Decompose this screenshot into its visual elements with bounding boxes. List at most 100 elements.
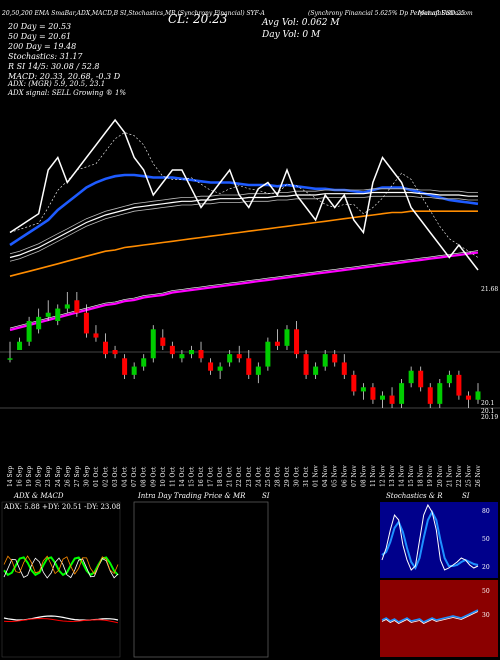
date-tick-label: 23 Sep <box>45 466 52 487</box>
candle-body <box>399 383 405 404</box>
candle-body <box>7 358 13 360</box>
mrsi-lines <box>381 609 479 624</box>
macd-lines <box>3 615 119 624</box>
intra-panel-title: Intra Day Trading Price & MR <box>138 492 246 500</box>
candle-body <box>255 366 261 375</box>
close-line <box>9 118 479 271</box>
date-tick-label: 30 Oct <box>294 466 301 487</box>
macd-legend: MACD: 20.33, 20.68, -0.3 D <box>8 72 121 81</box>
mrsi-label-50: 50 <box>482 588 490 595</box>
candle-body <box>303 354 309 375</box>
stoch-k-line <box>381 503 479 571</box>
date-tick-label: 16 Sep <box>17 466 24 487</box>
date-tick-label: 11 Nov <box>370 465 377 487</box>
candle-body <box>379 395 385 400</box>
ema200-line <box>9 210 478 277</box>
candle-body <box>265 341 271 367</box>
date-tick-label: 06 Nov <box>341 465 348 487</box>
price-chart: 14 Sep 16 Sep 19 Sep 20 Sep 23 Sep 24 Sep 26 S… <box>0 118 500 487</box>
avg-volume-label: Avg Vol: 0.062 M <box>262 18 340 28</box>
date-tick-label: 03 Oct <box>112 466 119 487</box>
candle-body <box>17 341 23 350</box>
date-tick-label: 26 Sep <box>64 466 71 487</box>
date-tick-label: 25 Oct <box>265 466 272 487</box>
candle-body <box>360 387 366 392</box>
adx-panel <box>1 501 121 658</box>
date-tick-label: 11 Oct <box>169 466 176 487</box>
ma-legend: 20 Day = 20.53 50 Day = 20.61 200 Day = … <box>8 22 120 82</box>
date-tick-label: 18 Oct <box>217 466 224 487</box>
candle-body <box>427 387 433 404</box>
ema20-line <box>9 173 479 247</box>
sma-upper-edge <box>9 250 479 329</box>
ma20-legend: 20 Day = 20.53 <box>8 22 72 31</box>
candle-body <box>198 350 204 359</box>
adx-signal-legend: ADX signal: SELL Growing ® 1% <box>8 89 127 97</box>
candle-body <box>274 341 280 346</box>
date-tick-label: 16 Oct <box>198 466 205 487</box>
rsi-legend: R SI 14/5: 30.08 / 52.8 <box>8 62 100 71</box>
adx-legend: ADX: (MGR) 5.9, 20.5, 23.1 <box>8 80 106 88</box>
candle-body <box>475 391 481 400</box>
date-tick-label: 22 Oct <box>236 466 243 487</box>
intra-day-panel <box>133 501 269 658</box>
stoch-panel-si: SI <box>462 492 470 500</box>
mrsi-label-30: 30 <box>482 612 490 619</box>
mrsi-panel <box>380 580 498 657</box>
candle-body <box>55 308 61 321</box>
macd-signal-line <box>3 617 119 624</box>
candle-body <box>437 383 443 404</box>
date-tick-label: 14 Sep <box>7 466 14 487</box>
candle-body <box>341 362 347 375</box>
ma50-legend: 50 Day = 20.61 <box>8 32 72 41</box>
ema50-upper-band <box>9 188 478 255</box>
date-tick-label: 04 Nov <box>322 465 329 487</box>
date-tick-label: 21 Nov <box>446 465 453 487</box>
candle-body <box>351 374 357 392</box>
stoch-label-20: 20 <box>482 564 490 571</box>
candle-body <box>169 345 175 355</box>
price-label-top: 21.68 <box>481 286 499 293</box>
candle-body <box>465 395 471 400</box>
adx-readout: ADX: 5.88 +DY: 20.51 -DY: 23.08 <box>4 503 121 511</box>
candle-body <box>45 312 51 317</box>
rsi-line <box>381 611 479 624</box>
candle-body <box>227 354 233 363</box>
candle-body <box>446 374 452 384</box>
price-close-line <box>9 118 479 271</box>
candle-body <box>112 350 118 355</box>
candle-body <box>370 387 376 400</box>
adx-lines <box>3 555 119 579</box>
date-tick-label: 12 Nov <box>379 465 386 487</box>
date-tick-label: 17 Oct <box>208 466 215 487</box>
candle-body <box>83 312 89 334</box>
candles <box>7 292 481 408</box>
date-tick-label: 24 Oct <box>255 466 262 487</box>
candle-body <box>456 374 462 396</box>
date-tick-label: 04 Oct <box>122 466 129 487</box>
date-tick-label: 10 Oct <box>160 466 167 487</box>
date-tick-label: 24 Sep <box>55 466 62 487</box>
date-tick-label: 07 Oct <box>131 466 138 487</box>
intra-panel-si: SI <box>262 492 270 500</box>
candle-body <box>284 329 290 346</box>
stochastic-lines <box>381 503 479 571</box>
date-tick-label: 19 Nov <box>427 465 434 487</box>
candle-body <box>246 358 252 375</box>
sma-line <box>9 251 479 332</box>
date-tick-label: 09 Oct <box>150 466 157 487</box>
candle-body <box>93 333 99 338</box>
candle-body <box>141 358 147 367</box>
date-tick-label: 18 Nov <box>418 465 425 487</box>
candle-body <box>74 300 80 313</box>
di-minus-line <box>3 555 119 575</box>
candle-body <box>408 370 414 384</box>
mrsi-line <box>381 609 479 623</box>
candle-body <box>389 395 395 404</box>
brand-label: MunafaSutra.com <box>418 10 473 17</box>
stoch-label-80: 80 <box>482 508 490 515</box>
day-volume-label: Day Vol: 0 M <box>262 30 321 40</box>
date-tick-label: 29 Oct <box>284 466 291 487</box>
header-right-title: (Synchrony Financial 5.625% Dp Perpetual… <box>308 10 465 17</box>
